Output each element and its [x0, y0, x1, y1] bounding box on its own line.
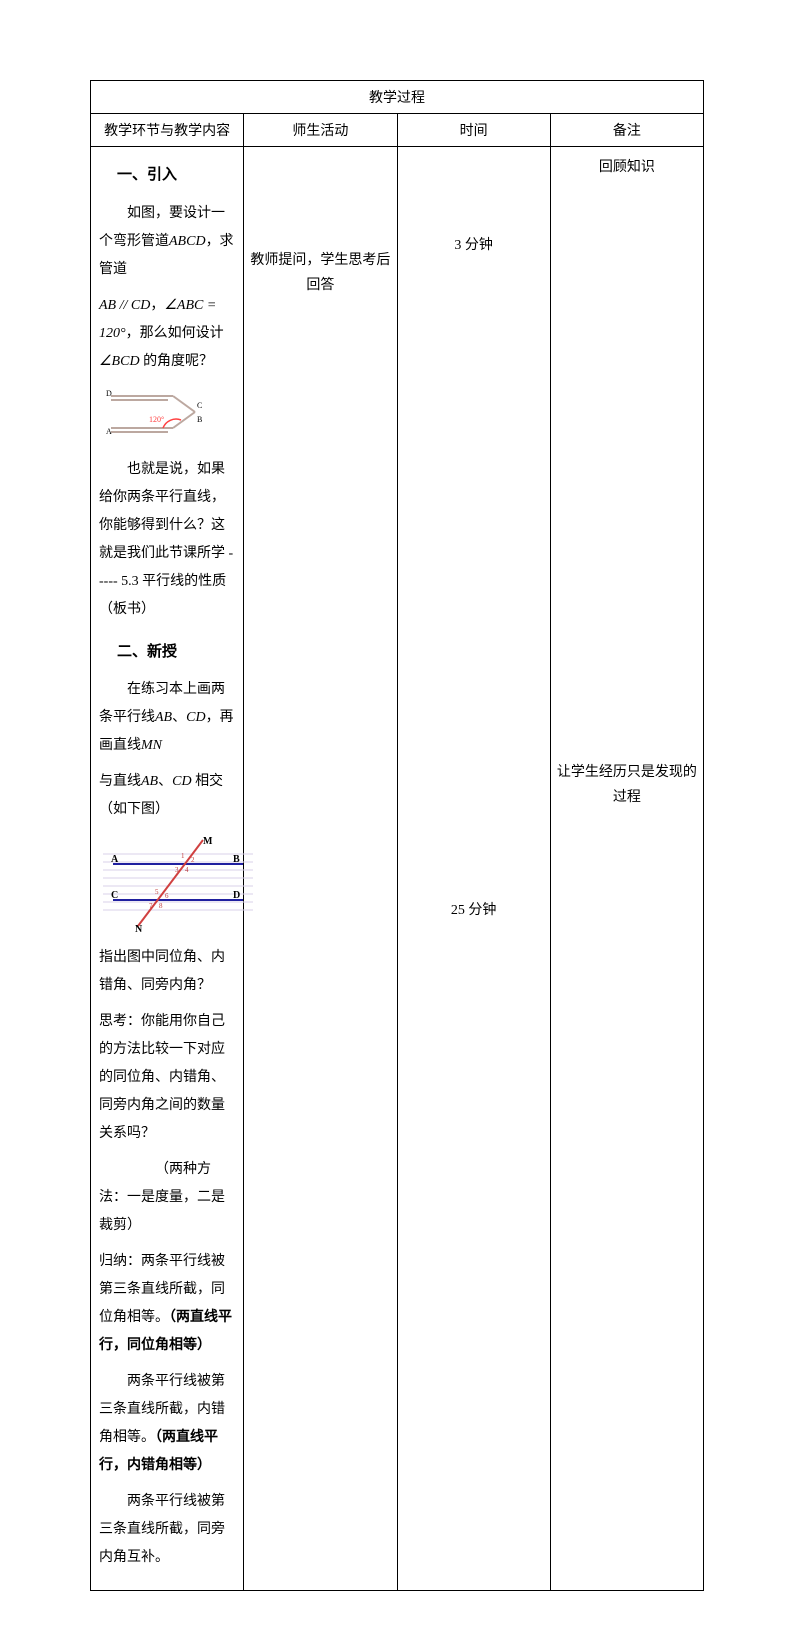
svg-text:3: 3: [175, 866, 179, 874]
sec2-p1: 在练习本上画两条平行线AB、CD，再画直线MN: [99, 676, 235, 760]
sec2-p8: 两条平行线被第三条直线所截，同旁内角互补。: [99, 1488, 235, 1572]
var-mn: MN: [141, 738, 162, 753]
activity-1: 教师提问，学生思考后回答: [248, 248, 392, 298]
var-cd: CD: [131, 298, 150, 313]
sec1-p3: 也就是说，如果给你两条平行直线，你能够得到什么？这就是我们此节课所学 -----…: [99, 456, 235, 624]
sec2-p3: 指出图中同位角、内错角、同旁内角？: [99, 944, 235, 1000]
sec2-p6: 归纳：两条平行线被第三条直线所截，同位角相等。（两直线平行，同位角相等）: [99, 1248, 235, 1360]
var-ab: AB: [99, 298, 116, 313]
label-b: B: [233, 854, 240, 865]
sec2-p5: （两种方法：一是度量，二是裁剪）: [99, 1156, 235, 1240]
table-title: 教学过程: [91, 81, 704, 114]
label-m: M: [203, 836, 213, 847]
parallel-diagram: A B C D M N 12 34 56 78: [103, 834, 235, 934]
label-n: N: [135, 924, 143, 934]
svg-text:6: 6: [165, 892, 169, 900]
parallel: //: [116, 298, 131, 313]
pipe-diagram: 120° D C B A: [103, 386, 235, 446]
var-cd: CD: [172, 774, 191, 789]
text: 的角度呢？: [140, 354, 214, 369]
section1-title: 一、引入: [117, 161, 235, 190]
var-cd: CD: [186, 710, 205, 725]
text: 、: [158, 774, 172, 789]
sec2-p4: 思考：你能用你自己的方法比较一下对应的同位角、内错角、同旁内角之间的数量关系吗？: [99, 1008, 235, 1148]
note-2: 让学生经历只是发现的过程: [555, 760, 699, 810]
lesson-table: 教学过程 教学环节与教学内容 师生活动 时间 备注 一、引入 如图，要设计一个弯…: [90, 80, 704, 1591]
svg-text:1: 1: [181, 852, 185, 860]
label-d: D: [106, 389, 112, 398]
angle-label: 120°: [149, 415, 164, 424]
text: ，那么如何设计: [126, 326, 224, 341]
section2-title: 二、新授: [117, 638, 235, 667]
sec1-p1: 如图，要设计一个弯形管道ABCD，求管道: [99, 200, 235, 284]
col-header-time: 时间: [397, 114, 550, 147]
text: 、: [172, 710, 186, 725]
time-cell: 3 分钟 25 分钟: [397, 147, 550, 1591]
svg-text:8: 8: [159, 902, 163, 910]
sec1-p2: AB // CD，∠ABC = 120°，那么如何设计∠BCD 的角度呢？: [99, 292, 235, 376]
angle-bcd: ∠BCD: [99, 354, 140, 369]
label-a: A: [106, 427, 112, 436]
col-header-note: 备注: [550, 114, 703, 147]
pipe-svg: 120° D C B A: [103, 386, 213, 446]
col-header-content: 教学环节与教学内容: [91, 114, 244, 147]
time-2: 25 分钟: [402, 898, 546, 923]
label-c: C: [197, 401, 202, 410]
note-cell: 回顾知识 让学生经历只是发现的过程: [550, 147, 703, 1591]
sec2-p7: 两条平行线被第三条直线所截，内错角相等。（两直线平行，内错角相等）: [99, 1368, 235, 1480]
text: ，: [150, 298, 164, 313]
col-header-activity: 师生活动: [244, 114, 397, 147]
label-d: D: [233, 890, 240, 901]
svg-text:4: 4: [185, 866, 189, 874]
parallel-svg: A B C D M N 12 34 56 78: [103, 834, 253, 934]
var-ab: AB: [141, 774, 158, 789]
var-ab: AB: [155, 710, 172, 725]
svg-text:7: 7: [149, 902, 153, 910]
label-c: C: [111, 890, 118, 901]
page: 教学过程 教学环节与教学内容 师生活动 时间 备注 一、引入 如图，要设计一个弯…: [0, 0, 794, 1631]
svg-text:2: 2: [191, 856, 195, 864]
label-b: B: [197, 415, 202, 424]
content-cell: 一、引入 如图，要设计一个弯形管道ABCD，求管道 AB // CD，∠ABC …: [91, 147, 244, 1591]
label-a: A: [111, 854, 119, 865]
note-1: 回顾知识: [555, 155, 699, 180]
text: 与直线: [99, 774, 141, 789]
sec2-p2: 与直线AB、CD 相交（如下图）: [99, 768, 235, 824]
time-1: 3 分钟: [402, 233, 546, 258]
var-abcd: ABCD: [169, 234, 206, 249]
svg-text:5: 5: [155, 888, 159, 896]
activity-cell: 教师提问，学生思考后回答: [244, 147, 397, 1591]
